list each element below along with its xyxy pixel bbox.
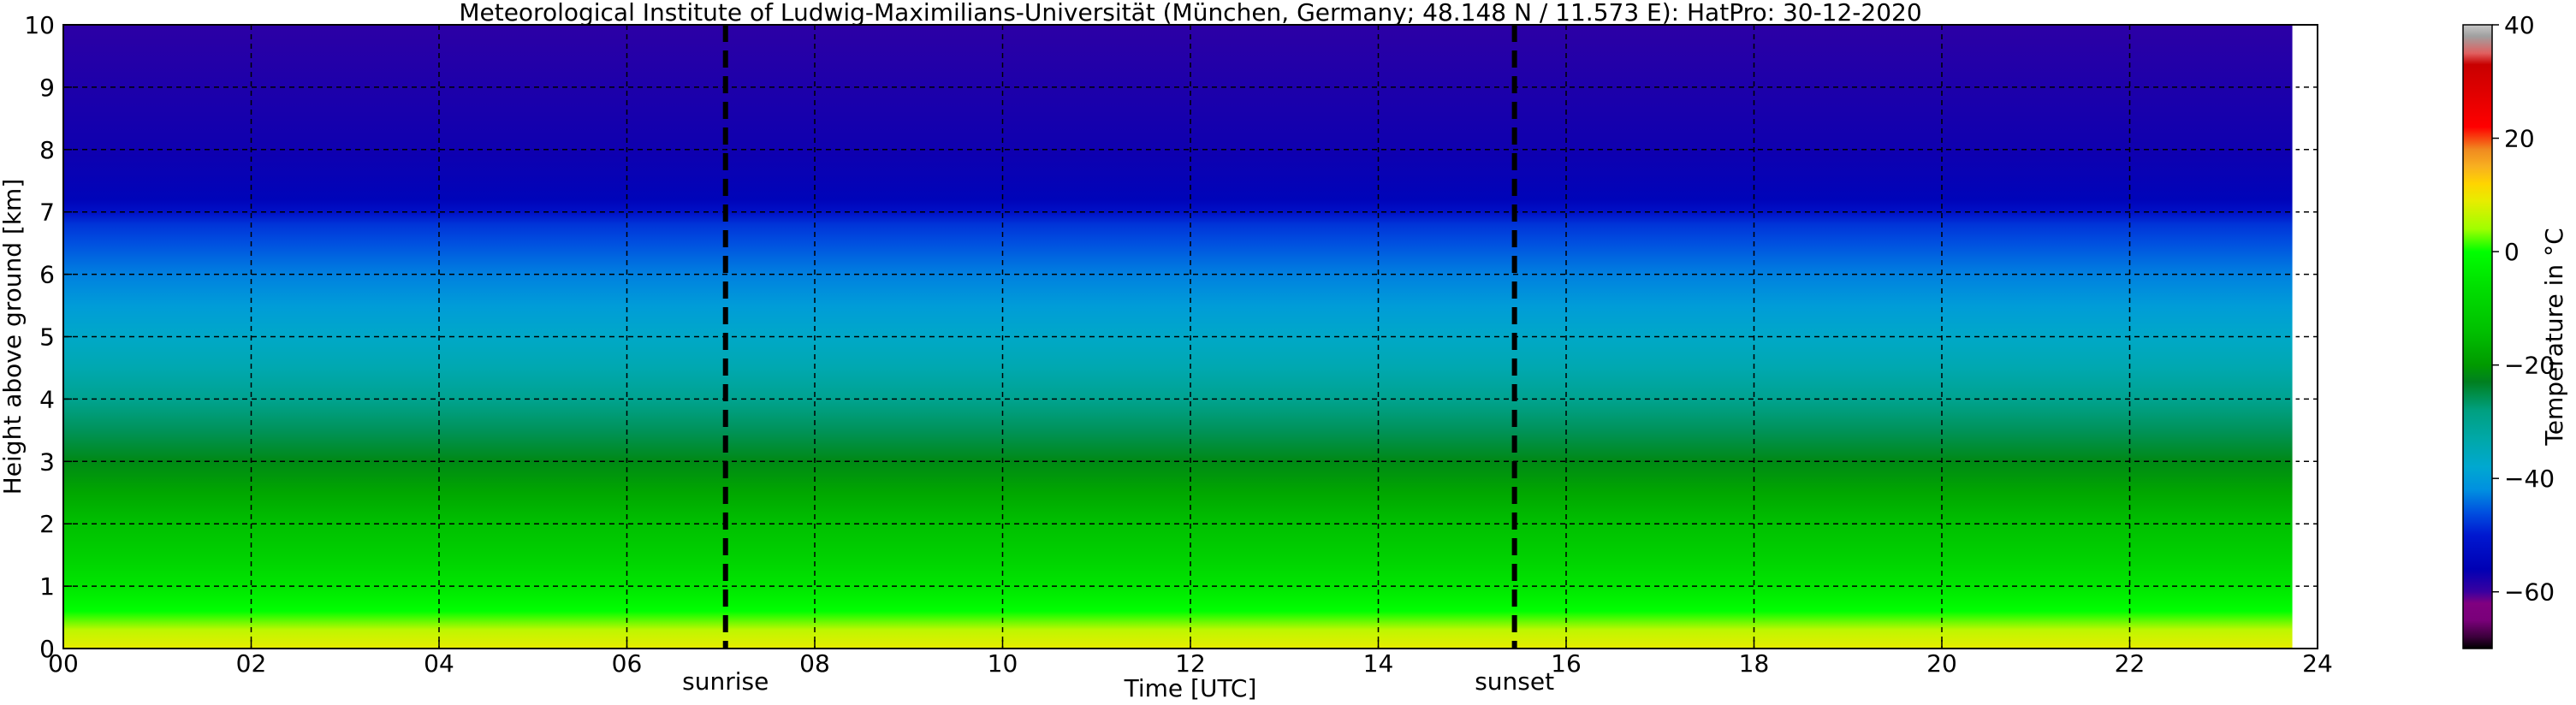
x-tick-label: 18	[1739, 649, 1770, 678]
colorbar-title: Temperature in °C	[2540, 228, 2568, 446]
y-tick-label: 10	[24, 11, 55, 39]
colorbar-tick-label: −20	[2504, 352, 2555, 380]
y-tick-label: 6	[39, 261, 55, 289]
x-tick-label: 16	[1551, 649, 1582, 678]
sunset-label: sunset	[1475, 667, 1554, 696]
y-tick-label: 0	[39, 635, 55, 663]
x-tick-label: 04	[424, 649, 454, 678]
x-tick-label: 20	[1926, 649, 1957, 678]
colorbar-ticks: −60 −40 −20 0 20 40	[2492, 11, 2555, 607]
x-tick-label: 08	[799, 649, 830, 678]
y-tick-label: 1	[39, 572, 55, 601]
chart-title: Meteorological Institute of Ludwig-Maxim…	[459, 0, 1921, 27]
colorbar-tick-label: 20	[2504, 125, 2535, 153]
y-tick-label: 5	[39, 323, 55, 352]
colorbar-tick-label: 40	[2504, 11, 2535, 39]
colorbar	[2463, 25, 2492, 649]
y-tick-label: 3	[39, 447, 55, 476]
x-tick-label: 00	[48, 649, 79, 678]
y-tick-label: 2	[39, 510, 55, 538]
y-tick-label: 7	[39, 198, 55, 227]
grid-lines	[63, 25, 2318, 649]
event-lines: sunrise sunset	[682, 25, 2296, 696]
y-axis-title: Height above ground [km]	[0, 179, 27, 495]
sunrise-label: sunrise	[682, 667, 769, 696]
y-axis-ticks: 0 1 2 3 4 5 6 7 8 9 10	[24, 11, 72, 663]
x-tick-label: 22	[2115, 649, 2146, 678]
colorbar-tick-label: −40	[2504, 465, 2555, 493]
x-tick-label: 14	[1363, 649, 1394, 678]
x-tick-label: 10	[988, 649, 1018, 678]
y-tick-label: 4	[39, 385, 55, 413]
x-axis-ticks: 00 02 04 06 08 10 12 14 16 18 20 22 24	[48, 640, 2333, 678]
colorbar-tick-label: −60	[2504, 578, 2555, 607]
x-tick-label: 06	[612, 649, 643, 678]
colorbar-tick-label: 0	[2504, 238, 2520, 266]
colorbar-frame	[2462, 24, 2493, 649]
x-tick-label: 24	[2302, 649, 2333, 678]
y-tick-label: 9	[39, 74, 55, 102]
x-axis-title: Time [UTC]	[1124, 674, 1257, 702]
x-tick-label: 02	[236, 649, 267, 678]
y-tick-label: 8	[39, 136, 55, 164]
x-tick-label: 12	[1175, 649, 1206, 678]
